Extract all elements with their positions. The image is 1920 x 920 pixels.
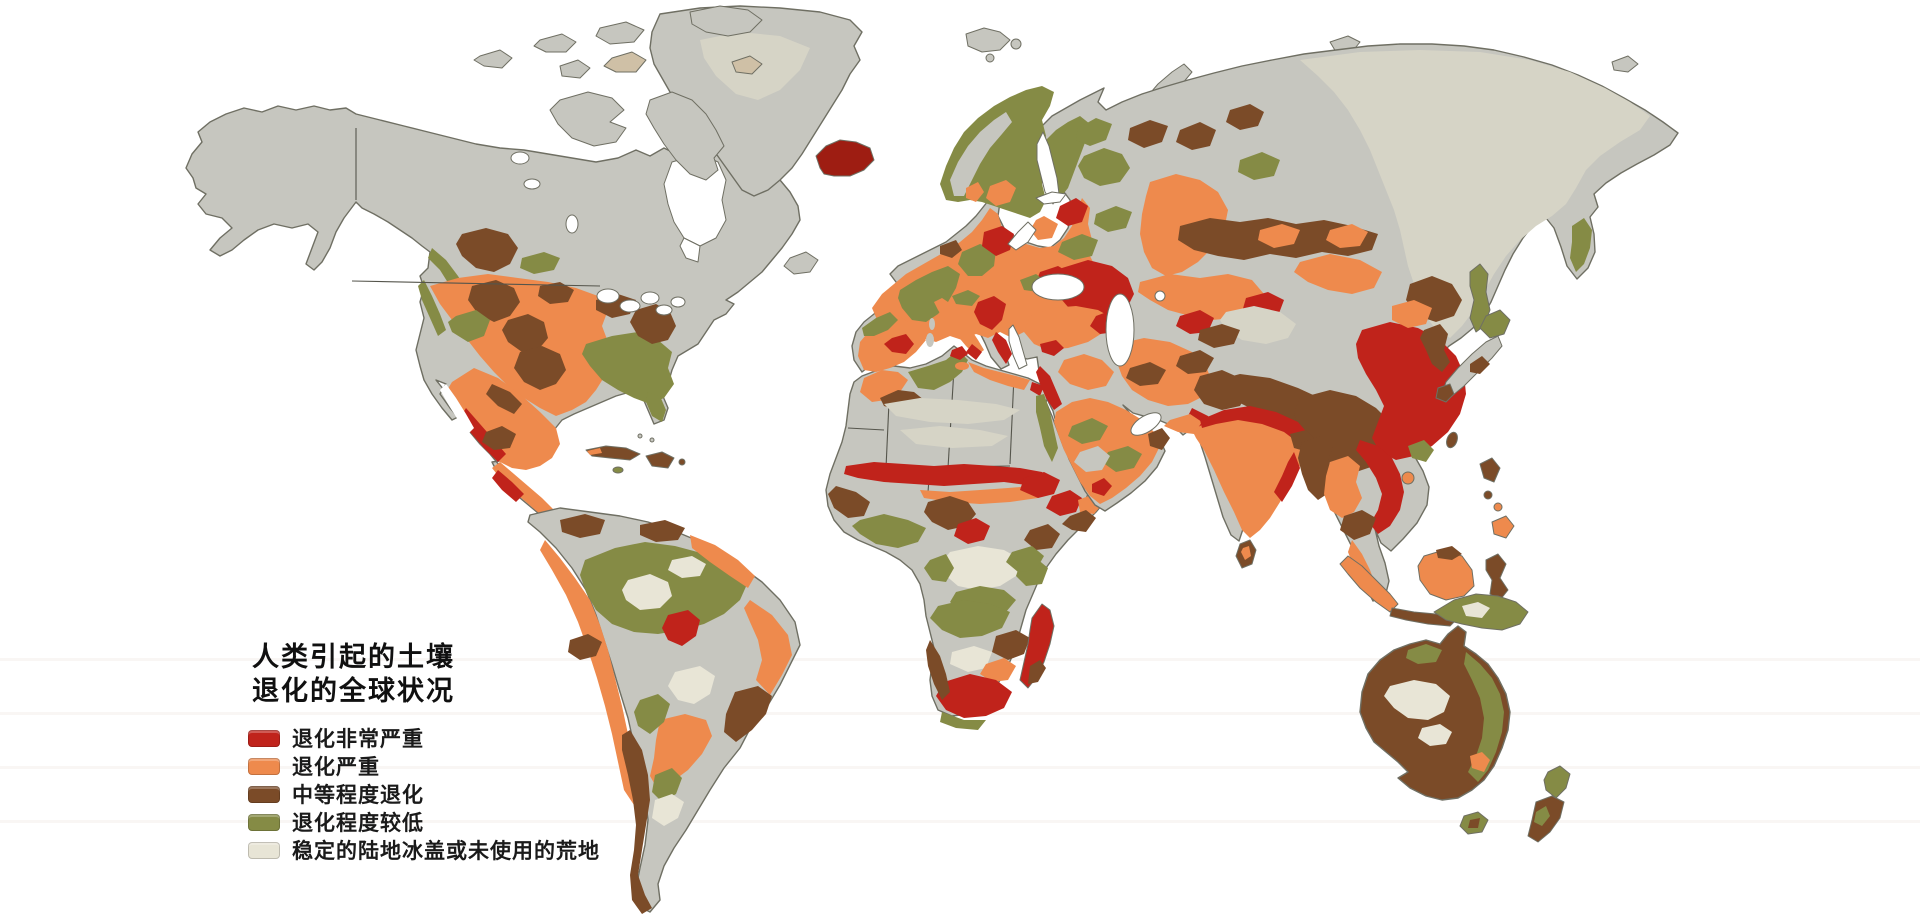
east-asian-islands (1401, 263, 1511, 485)
continent-australia (1359, 625, 1571, 843)
indonesia-philippines (1339, 457, 1529, 631)
patches-southeast-asia (1298, 436, 1404, 596)
continent-africa (825, 345, 1109, 730)
legend-item-very-severe: 退化非常严重 (248, 724, 600, 752)
legend-swatch-moderate-icon (248, 785, 280, 803)
legend-swatch-very-severe-icon (248, 729, 280, 747)
legend-item-moderate: 中等程度退化 (248, 780, 600, 808)
ocean-streak (0, 766, 1920, 769)
legend-swatch-stable-icon (248, 841, 280, 859)
continent-eurasia (851, 43, 1679, 602)
patches-india (1192, 406, 1316, 538)
legend-label: 中等程度退化 (292, 783, 424, 807)
legend-label: 退化严重 (292, 755, 380, 779)
legend-item-severe: 退化严重 (248, 752, 600, 780)
patches-north-america (418, 228, 676, 528)
caribbean-islands (585, 433, 686, 474)
legend-swatch-severe-icon (248, 757, 280, 775)
patches-australia (1384, 644, 1504, 782)
inland-seas (1007, 131, 1166, 436)
ocean-streak (0, 820, 1920, 823)
map-title-line1: 人类引起的土壤 (252, 642, 455, 672)
lakes-white (440, 151, 727, 434)
map-legend: 退化非常严重 退化严重 中等程度退化 退化程度较低 稳定的陆地冰盖或未使用的荒地 (248, 724, 600, 864)
continent-north-america (185, 105, 801, 528)
greenland-and-arctic (473, 5, 1639, 275)
new-zealand-north (1543, 765, 1571, 799)
patches-africa (828, 346, 1104, 730)
us-canada-border (351, 280, 601, 287)
map-title: 人类引起的土壤 退化的全球状况 (252, 640, 455, 708)
legend-label: 稳定的陆地冰盖或未使用的荒地 (292, 839, 600, 863)
legend-swatch-low-icon (248, 813, 280, 831)
sri-lanka (1235, 539, 1257, 569)
legend-label: 退化非常严重 (292, 727, 424, 751)
legend-item-low: 退化程度较低 (248, 808, 600, 836)
legend-label: 退化程度较低 (292, 811, 424, 835)
patches-europe (858, 198, 1096, 372)
patches-south-america (540, 514, 792, 914)
iceland (815, 139, 875, 177)
legend-item-stable: 稳定的陆地冰盖或未使用的荒地 (248, 836, 600, 864)
continent-south-america (527, 507, 801, 914)
map-title-line2: 退化的全球状况 (252, 676, 455, 706)
